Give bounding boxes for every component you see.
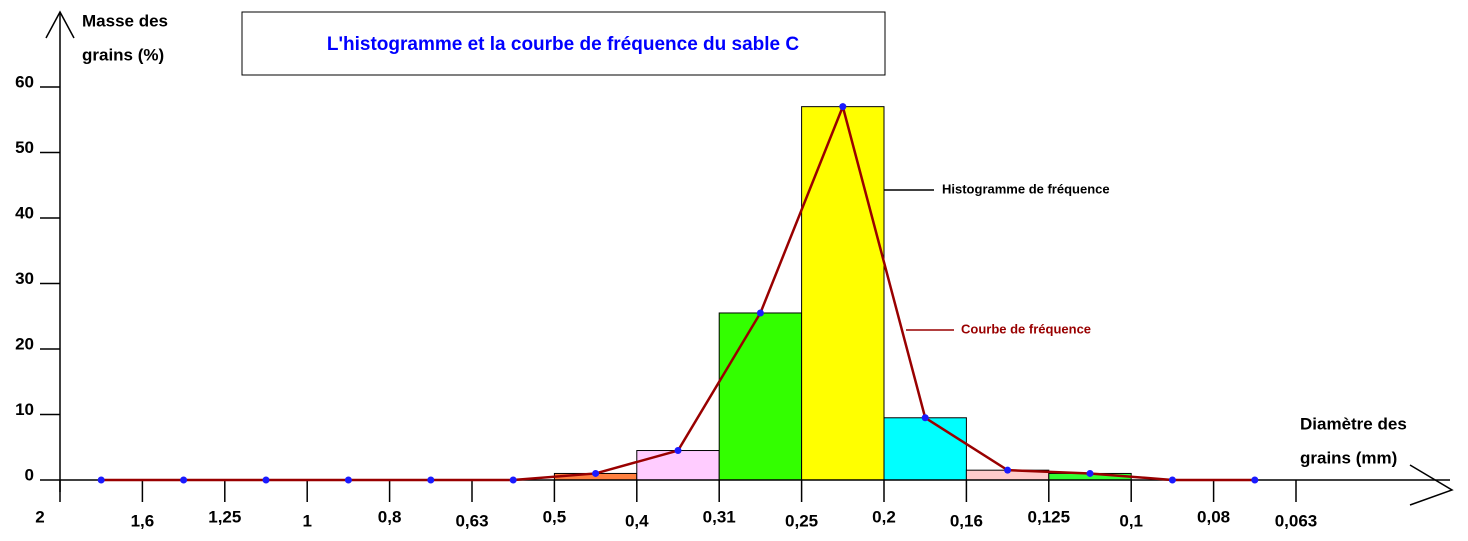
bar xyxy=(636,450,720,481)
curve-point xyxy=(1251,476,1259,484)
x-tick-label: 0,16 xyxy=(950,511,983,530)
curve-point xyxy=(1086,469,1094,477)
curve-point xyxy=(97,476,105,484)
y-axis-label: grains (%) xyxy=(82,45,164,64)
title-box xyxy=(241,11,886,76)
x-tick-label: 0,063 xyxy=(1275,511,1318,530)
curve-point xyxy=(180,476,188,484)
y-axis-label: Masse des xyxy=(82,11,168,30)
x-tick-label: 0,63 xyxy=(455,511,488,530)
x-tick-label: 0,8 xyxy=(378,507,402,526)
curve-point xyxy=(1004,466,1012,474)
curve-point xyxy=(839,103,847,111)
x-tick-label: 0,1 xyxy=(1119,511,1143,530)
x-tick-label: 1 xyxy=(302,511,311,530)
curve-label: Courbe de fréquence xyxy=(961,321,1091,336)
bar xyxy=(883,417,967,481)
x-tick-label: 1,25 xyxy=(208,507,241,526)
x-tick-label: 0,2 xyxy=(872,507,896,526)
x-tick-label: 0,5 xyxy=(543,507,567,526)
x-axis-label: grains (mm) xyxy=(1300,448,1397,467)
x-axis-arrow xyxy=(1409,464,1454,506)
x-tick-label: 2 xyxy=(35,507,44,526)
curve-point xyxy=(592,469,600,477)
x-tick-label: 0,31 xyxy=(703,507,736,526)
y-tick-label: 0 xyxy=(25,465,34,484)
x-tick-label: 1,6 xyxy=(131,511,155,530)
curve-point xyxy=(1168,476,1176,484)
y-tick-label: 20 xyxy=(15,334,34,353)
y-tick-label: 10 xyxy=(15,400,34,419)
x-tick-label: 0,08 xyxy=(1197,507,1230,526)
curve-point xyxy=(509,476,517,484)
histogram-label: Histogramme de fréquence xyxy=(942,181,1110,196)
bar xyxy=(801,106,885,481)
x-axis-label: Diamètre des xyxy=(1300,414,1407,433)
curve-point xyxy=(921,414,929,422)
y-tick-label: 50 xyxy=(15,138,34,157)
curve-point xyxy=(674,447,682,455)
bar xyxy=(718,312,803,481)
x-tick-label: 0,4 xyxy=(625,511,649,530)
y-tick-label: 60 xyxy=(15,72,34,91)
x-tick-label: 0,125 xyxy=(1028,507,1071,526)
curve-point xyxy=(262,476,270,484)
x-tick-label: 0,25 xyxy=(785,511,818,530)
chart-title: L'histogramme et la courbe de fréquence … xyxy=(327,34,800,55)
y-tick-label: 30 xyxy=(15,269,34,288)
y-axis-arrow xyxy=(45,10,75,39)
y-tick-label: 40 xyxy=(15,203,34,222)
curve-point xyxy=(756,309,764,317)
curve-point xyxy=(427,476,435,484)
frequency-curve xyxy=(101,102,1255,482)
curve-point xyxy=(344,476,352,484)
